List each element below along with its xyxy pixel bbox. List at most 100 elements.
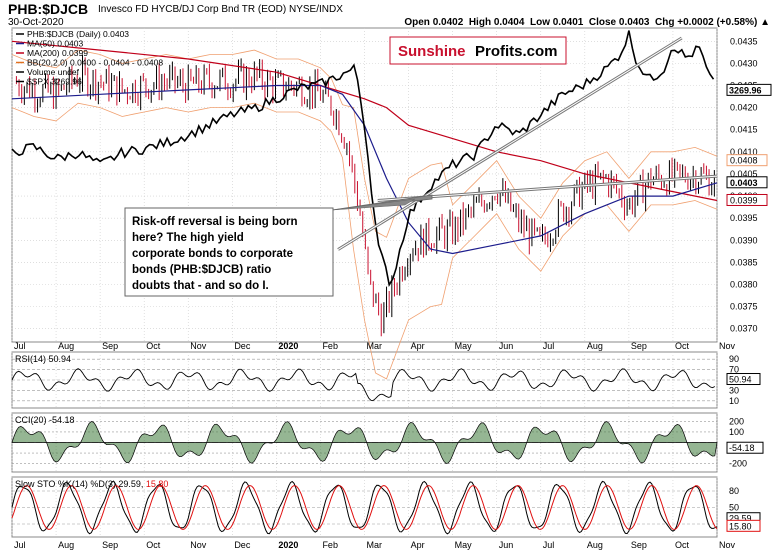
rsi-tick-label: 30 (729, 385, 739, 395)
y-tick-label: 0.0420 (730, 103, 758, 113)
x-tick-label: May (455, 540, 473, 550)
x-tick-label: Jul (543, 341, 555, 351)
y-tick-label: 0.0390 (730, 235, 758, 245)
y-tick-label: 0.0370 (730, 324, 758, 334)
x-tick-label: Aug (58, 540, 74, 550)
cci-area (11, 421, 718, 464)
x-tick-label: Dec (234, 540, 251, 550)
y-tick-label: 0.0435 (730, 36, 758, 46)
x-tick-label: Feb (322, 540, 338, 550)
spx-trendline-inner (337, 37, 683, 250)
x-tick-label: Nov (719, 540, 736, 550)
sto-label-prefix: Slow STO %K(14) %D(3) 29.59, (15, 479, 146, 489)
y-tick-label: 0.0380 (730, 280, 758, 290)
chart-description: Invesco FD HYCB/DJ Corp Bnd TR (EOD) NYS… (98, 4, 343, 15)
x-tick-label: Mar (367, 540, 383, 550)
x-tick-label: Oct (146, 540, 161, 550)
x-tick-label: Apr (411, 341, 425, 351)
x-tick-label: 2020 (278, 540, 298, 550)
logo-text-profits: Profits.com (475, 43, 558, 60)
legend-entry: MA(200) 0.0399 (27, 48, 88, 58)
annotation-callout: Risk-off reversal is being born here? Th… (124, 194, 433, 297)
cci-tick-label: -200 (729, 459, 747, 469)
x-tick-label: Jul (543, 540, 555, 550)
spx-line (11, 30, 715, 287)
legend-entry: Volume undef (27, 67, 80, 77)
cci-tick-label: 100 (729, 427, 744, 437)
x-tick-label: Sep (102, 341, 118, 351)
cci-label: CCI(20) -54.18 (15, 415, 75, 425)
rsi-tag-box (726, 373, 761, 386)
x-tick-label: Nov (190, 540, 207, 550)
legend-entry: MA(50) 0.0403 (27, 39, 83, 49)
annotation-line-1: Risk-off reversal is being born (132, 216, 298, 228)
rsi-tick-label: 70 (729, 365, 739, 375)
x-tick-label: Sep (631, 540, 647, 550)
spx-tag-box (726, 83, 772, 96)
x-tick-label: Oct (146, 341, 161, 351)
x-tick-label: Sep (102, 540, 118, 550)
x-tick-label: Jun (499, 540, 514, 550)
price-tag-label: 0.0408 (730, 156, 758, 166)
cci-tick-label: 200 (729, 416, 744, 426)
price-tag-box (726, 176, 768, 189)
legend-entry: BB(20,2.0) 0.0400 - 0.0404 - 0.0408 (27, 58, 163, 68)
x-tick-label: Jun (499, 341, 514, 351)
x-tick-label: Feb (322, 341, 338, 351)
ma50-line (11, 84, 718, 255)
legend-entry: $SPX 3269.96 (27, 77, 82, 87)
annotation-line-3: corporate bonds to corporate (132, 248, 293, 260)
x-tick-label: Sep (631, 341, 647, 351)
x-tick-label: Aug (587, 341, 603, 351)
x-tick-label: Nov (190, 341, 207, 351)
cci-tag-label: -54.18 (729, 443, 755, 453)
price-tag-box (726, 154, 768, 167)
y-tick-label: 0.0405 (730, 169, 758, 179)
sto-k-line (11, 480, 718, 535)
annotation-line-5: doubts that - and so do I. (132, 280, 269, 292)
x-tick-label: Aug (58, 341, 74, 351)
x-tick-label: May (455, 341, 473, 351)
x-tick-label: Jul (14, 341, 26, 351)
bb-upper-band (11, 49, 718, 238)
y-tick-label: 0.0415 (730, 125, 758, 135)
sto-tag-label: 29.59 (729, 514, 752, 524)
y-tick-label: 0.0410 (730, 147, 758, 157)
ma200-line (11, 40, 718, 202)
sto-tick-label: 80 (729, 486, 739, 496)
y-tick-label: 0.0375 (730, 302, 758, 312)
chart-date: 30-Oct-2020 (8, 17, 64, 28)
rsi-tick-label: 10 (729, 396, 739, 406)
annotation-line-2: here? The high yield (132, 232, 244, 244)
sto-tick-label: 50 (729, 503, 739, 513)
x-tick-label: Dec (234, 341, 251, 351)
x-tick-label: Aug (587, 540, 603, 550)
spx-tag-label: 3269.96 (729, 85, 762, 95)
chart-symbol: PHB:$DJCB (8, 1, 89, 17)
legend-entry: PHB:$DJCB (Daily) 0.0403 (27, 29, 129, 39)
x-tick-label: Oct (675, 341, 690, 351)
y-tick-label: 0.0395 (730, 213, 758, 223)
x-tick-label: Jul (14, 540, 26, 550)
x-tick-label: 2020 (278, 341, 298, 351)
x-tick-label: Nov (719, 341, 736, 351)
sto-d-line (11, 484, 718, 531)
logo-text-sunshine: Sunshine (398, 43, 466, 60)
ohlc-readout: Open 0.0402 High 0.0404 Low 0.0401 Close… (404, 17, 770, 28)
sto-label: Slow STO %K(14) %D(3) 29.59, 15.80 (15, 479, 168, 489)
ratio-trendline-inner (377, 175, 718, 201)
y-tick-label: 0.0430 (730, 58, 758, 68)
x-tick-label: Mar (367, 341, 383, 351)
price-tag-label: 0.0399 (730, 195, 758, 205)
logo: Sunshine Profits.com (389, 36, 567, 65)
cci-tag-box (726, 441, 764, 454)
rsi-label: RSI(14) 50.94 (15, 354, 71, 364)
x-tick-label: Oct (675, 540, 690, 550)
price-tag-box (726, 193, 768, 206)
rsi-line (11, 368, 716, 401)
price-tag-label: 0.0403 (730, 178, 758, 188)
x-tick-label: Apr (411, 540, 425, 550)
rsi-tick-label: 90 (729, 354, 739, 364)
